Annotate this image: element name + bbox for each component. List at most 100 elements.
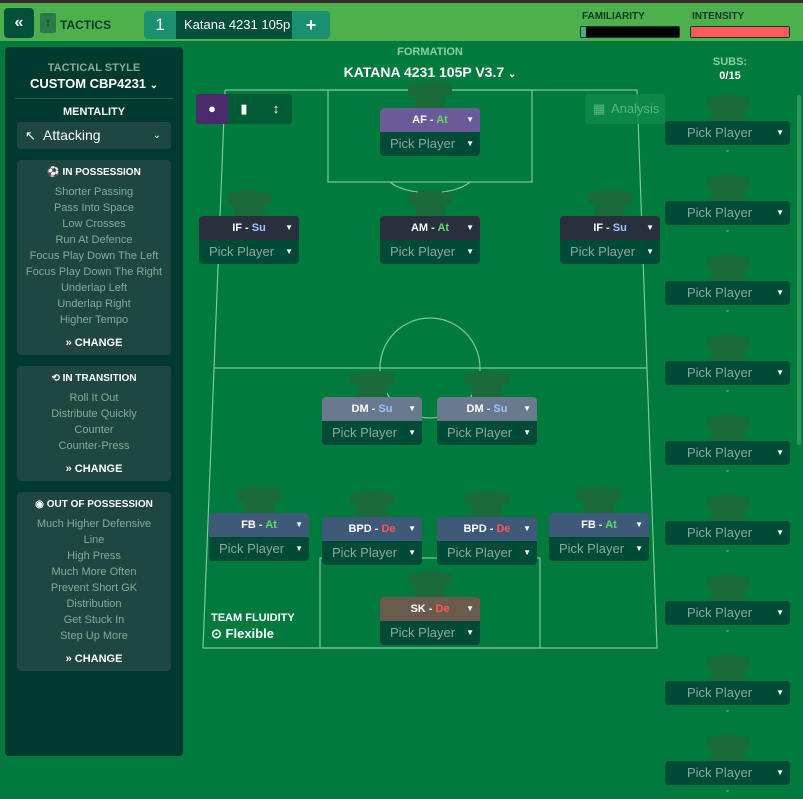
pick-player-select[interactable]: Pick Player ▼ bbox=[437, 541, 537, 565]
duty: Su bbox=[251, 222, 266, 234]
sub-slot[interactable]: Pick Player ▼ - bbox=[665, 175, 790, 239]
pick-player-select[interactable]: Pick Player ▼ bbox=[437, 421, 537, 445]
pick-player-select[interactable]: Pick Player ▼ bbox=[322, 421, 422, 445]
instruction-item: Prevent Short GK bbox=[50, 582, 138, 594]
dropdown-arrow-icon: ▼ bbox=[776, 608, 784, 617]
tactic-slot-number[interactable]: 1 bbox=[144, 11, 176, 39]
familiarity-label: FAMILIARITY bbox=[582, 11, 645, 22]
add-tactic-button[interactable]: + bbox=[292, 11, 330, 39]
pick-player-select[interactable]: Pick Player ▼ bbox=[549, 537, 649, 561]
dropdown-arrow-icon: ▼ bbox=[776, 368, 784, 377]
position-slot-fb[interactable]: FB - At ▼ Pick Player ▼ bbox=[549, 487, 649, 561]
formation-select[interactable]: KATANA 4231 105P V3.7 ⌄ bbox=[300, 64, 560, 80]
position-slot-af[interactable]: AF - At ▼ Pick Player ▼ bbox=[380, 82, 480, 156]
tactic-select[interactable]: Katana 4231 105p v3.7⌄ bbox=[176, 11, 292, 39]
in-transition-change-button[interactable]: » CHANGE bbox=[65, 463, 123, 475]
tactical-style-value: CUSTOM CBP4231 bbox=[29, 76, 147, 91]
duty: De bbox=[435, 603, 450, 615]
dropdown-arrow-icon: ▼ bbox=[408, 524, 416, 533]
position-slot-fb[interactable]: FB - At ▼ Pick Player ▼ bbox=[209, 487, 309, 561]
familiarity-meter[interactable] bbox=[580, 26, 680, 38]
pick-player-label: Pick Player bbox=[687, 125, 753, 140]
attacking-arrow-icon: ↖ bbox=[25, 128, 36, 143]
dropdown-arrow-icon: ▼ bbox=[646, 247, 654, 256]
bar-chart-icon[interactable]: ▮ bbox=[228, 94, 260, 124]
instruction-item: Counter-Press bbox=[58, 440, 130, 452]
mentality-select[interactable]: ↖ Attacking ⌄ bbox=[17, 122, 171, 149]
pick-player-select[interactable]: Pick Player ▼ bbox=[665, 361, 790, 385]
tactic-view-icon[interactable]: ↕ bbox=[260, 94, 292, 124]
role-select[interactable]: AM - At ▼ bbox=[380, 216, 480, 240]
pick-player-select[interactable]: Pick Player ▼ bbox=[380, 621, 480, 645]
dropdown-arrow-icon: ▼ bbox=[646, 223, 654, 232]
role-select[interactable]: FB - At ▼ bbox=[549, 513, 649, 537]
instruction-item: Low Crosses bbox=[62, 218, 126, 230]
role-select[interactable]: FB - At ▼ bbox=[209, 513, 309, 537]
instruction-item: Focus Play Down The Right bbox=[25, 266, 163, 278]
role-name: IF bbox=[232, 222, 242, 234]
position-slot-dm[interactable]: DM - Su ▼ Pick Player ▼ bbox=[322, 371, 422, 445]
sub-slot[interactable]: Pick Player ▼ - bbox=[665, 735, 790, 799]
sub-slot[interactable]: Pick Player ▼ - bbox=[665, 335, 790, 399]
instruction-item: Line bbox=[83, 534, 105, 546]
pick-player-select[interactable]: Pick Player ▼ bbox=[665, 201, 790, 225]
intensity-meter[interactable] bbox=[690, 26, 790, 38]
pick-player-select[interactable]: Pick Player ▼ bbox=[380, 132, 480, 156]
pick-player-select[interactable]: Pick Player ▼ bbox=[665, 681, 790, 705]
sub-slot[interactable]: Pick Player ▼ - bbox=[665, 575, 790, 639]
pick-player-select[interactable]: Pick Player ▼ bbox=[665, 281, 790, 305]
subs-scrollbar[interactable] bbox=[797, 95, 801, 445]
top-bar: « ↕ TACTICS 1 Katana 4231 105p v3.7⌄ + F… bbox=[0, 0, 803, 41]
subs-count: 0/15 bbox=[719, 70, 741, 82]
position-slot-am[interactable]: AM - At ▼ Pick Player ▼ bbox=[380, 190, 480, 264]
in-possession-change-button[interactable]: » CHANGE bbox=[65, 337, 123, 349]
dropdown-arrow-icon: ▼ bbox=[295, 520, 303, 529]
pick-player-select[interactable]: Pick Player ▼ bbox=[560, 240, 660, 264]
pick-player-select[interactable]: Pick Player ▼ bbox=[665, 601, 790, 625]
role-select[interactable]: IF - Su ▼ bbox=[199, 216, 299, 240]
pick-player-label: Pick Player bbox=[447, 545, 513, 560]
pick-player-select[interactable]: Pick Player ▼ bbox=[322, 541, 422, 565]
role-select[interactable]: BPD - De ▼ bbox=[322, 517, 422, 541]
pick-player-label: Pick Player bbox=[687, 205, 753, 220]
role-select[interactable]: DM - Su ▼ bbox=[437, 397, 537, 421]
mentality-label: MENTALITY bbox=[62, 106, 126, 118]
pick-player-label: Pick Player bbox=[559, 541, 625, 556]
sub-slot[interactable]: Pick Player ▼ - bbox=[665, 495, 790, 559]
pick-player-label: Pick Player bbox=[209, 244, 275, 259]
dropdown-arrow-icon: ▼ bbox=[776, 688, 784, 697]
sub-slot[interactable]: Pick Player ▼ - bbox=[665, 95, 790, 159]
position-slot-bpd[interactable]: BPD - De ▼ Pick Player ▼ bbox=[437, 491, 537, 565]
pick-player-select[interactable]: Pick Player ▼ bbox=[665, 761, 790, 785]
pick-player-select[interactable]: Pick Player ▼ bbox=[665, 441, 790, 465]
position-slot-if[interactable]: IF - Su ▼ Pick Player ▼ bbox=[199, 190, 299, 264]
sub-slot[interactable]: Pick Player ▼ - bbox=[665, 415, 790, 479]
position-slot-dm[interactable]: DM - Su ▼ Pick Player ▼ bbox=[437, 371, 537, 445]
player-view-icon[interactable]: ● bbox=[196, 94, 228, 124]
analysis-button[interactable]: ▦ Analysis bbox=[585, 94, 665, 124]
pick-player-select[interactable]: Pick Player ▼ bbox=[665, 121, 790, 145]
sub-slot[interactable]: Pick Player ▼ - bbox=[665, 655, 790, 719]
pick-player-select[interactable]: Pick Player ▼ bbox=[199, 240, 299, 264]
instruction-item: Get Stuck In bbox=[63, 614, 125, 626]
position-slot-if[interactable]: IF - Su ▼ Pick Player ▼ bbox=[560, 190, 660, 264]
position-slot-bpd[interactable]: BPD - De ▼ Pick Player ▼ bbox=[322, 491, 422, 565]
position-slot-sk[interactable]: SK - De ▼ Pick Player ▼ bbox=[380, 571, 480, 645]
back-button[interactable]: « bbox=[4, 8, 34, 38]
duty: At bbox=[605, 519, 617, 531]
role-select[interactable]: DM - Su ▼ bbox=[322, 397, 422, 421]
role-name: BPD bbox=[463, 523, 487, 535]
role-select[interactable]: AF - At ▼ bbox=[380, 108, 480, 132]
pick-player-label: Pick Player bbox=[390, 136, 456, 151]
role-select[interactable]: BPD - De ▼ bbox=[437, 517, 537, 541]
pick-player-select[interactable]: Pick Player ▼ bbox=[380, 240, 480, 264]
tactical-style-select[interactable]: CUSTOM CBP4231 ⌄ bbox=[5, 76, 183, 91]
out-of-possession-change-button[interactable]: » CHANGE bbox=[65, 653, 123, 665]
role-select[interactable]: IF - Su ▼ bbox=[560, 216, 660, 240]
pick-player-select[interactable]: Pick Player ▼ bbox=[209, 537, 309, 561]
dropdown-arrow-icon: ▼ bbox=[776, 768, 784, 777]
role-select[interactable]: SK - De ▼ bbox=[380, 597, 480, 621]
target-icon: ⊙ bbox=[211, 626, 222, 641]
sub-slot[interactable]: Pick Player ▼ - bbox=[665, 255, 790, 319]
pick-player-select[interactable]: Pick Player ▼ bbox=[665, 521, 790, 545]
